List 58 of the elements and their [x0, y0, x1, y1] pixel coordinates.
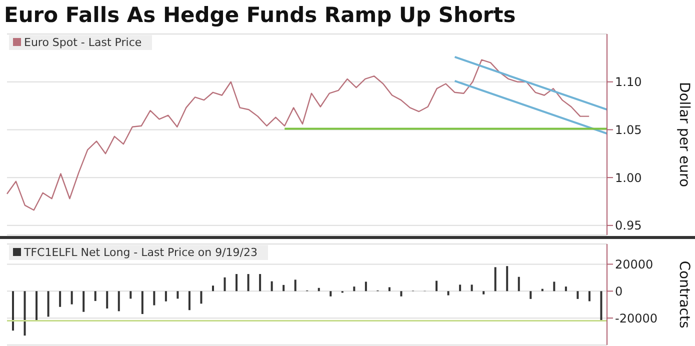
bar [118, 291, 120, 312]
bar [588, 291, 590, 302]
bar [36, 291, 38, 321]
y-tick-label: 1.00 [615, 170, 642, 185]
bar [553, 282, 556, 292]
bar [353, 286, 356, 292]
bar [236, 274, 238, 292]
bar [70, 291, 73, 304]
bar [224, 277, 226, 292]
bar [470, 284, 473, 292]
bar [400, 291, 402, 296]
bar [247, 274, 250, 292]
y-tick-label: 0.95 [615, 218, 642, 233]
bar [436, 280, 438, 292]
bar [188, 291, 190, 310]
bar [12, 291, 14, 331]
bar [600, 291, 602, 322]
bar [59, 291, 62, 307]
y-tick-label: 20000 [615, 257, 654, 272]
bar [212, 286, 214, 292]
bar [141, 291, 144, 314]
line-series [6, 59, 590, 211]
bar [259, 274, 262, 292]
y-tick-label: 1.10 [615, 75, 642, 90]
bar [447, 291, 450, 296]
bar [330, 291, 332, 296]
bar [482, 291, 485, 294]
y-tick-label: 0 [615, 284, 623, 298]
legend-label: TFC1ELFL Net Long - Last Price on 9/19/23 [24, 246, 258, 259]
bar [94, 291, 96, 301]
y-tick-label: -20000 [615, 311, 658, 326]
bar [494, 267, 496, 292]
bar [153, 291, 156, 306]
bar [506, 266, 508, 292]
bar [176, 291, 179, 299]
bar [200, 291, 202, 304]
bar [459, 284, 462, 292]
chart-title: Euro Falls As Hedge Funds Ramp Up Shorts [4, 3, 516, 27]
bar [282, 284, 285, 292]
bar [364, 282, 367, 292]
y-axis-title: Contracts [676, 260, 692, 328]
y-axis-title: Dollar per euro [676, 82, 692, 188]
bar [294, 280, 296, 292]
legend-label: Euro Spot - Last Price [24, 36, 142, 49]
bar [518, 276, 520, 292]
bar [530, 291, 532, 299]
bar [47, 291, 50, 317]
bar [270, 281, 273, 292]
bar [564, 286, 567, 292]
bar [388, 287, 390, 292]
y-tick-label: 1.05 [615, 122, 642, 137]
bar [106, 291, 108, 309]
bar [576, 291, 579, 299]
bar [130, 291, 132, 299]
bar [82, 291, 85, 312]
bar [24, 291, 26, 336]
bar [318, 288, 320, 292]
bar [164, 291, 167, 302]
